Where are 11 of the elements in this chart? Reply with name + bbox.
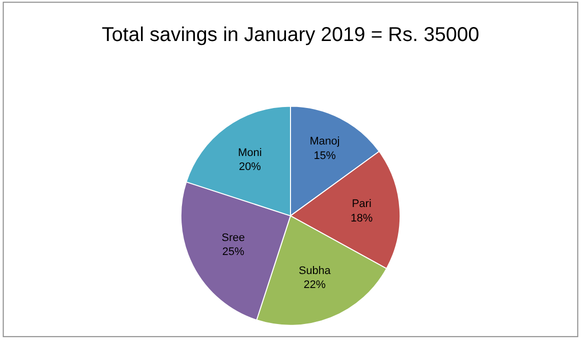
data-label: 22% [304, 279, 326, 292]
slice-label: Moni [238, 146, 262, 159]
slice-label: Sree [222, 232, 245, 244]
slice-label: Pari [352, 198, 372, 210]
data-label: 15% [314, 150, 336, 162]
slice-label: Subha [298, 264, 332, 277]
slice-label: Manoj [310, 135, 340, 148]
data-label: 18% [350, 212, 373, 224]
data-label: 20% [238, 161, 262, 174]
chart-title: Total savings in January 2019 = Rs. 35000 [102, 24, 480, 46]
data-label: 25% [222, 246, 245, 258]
